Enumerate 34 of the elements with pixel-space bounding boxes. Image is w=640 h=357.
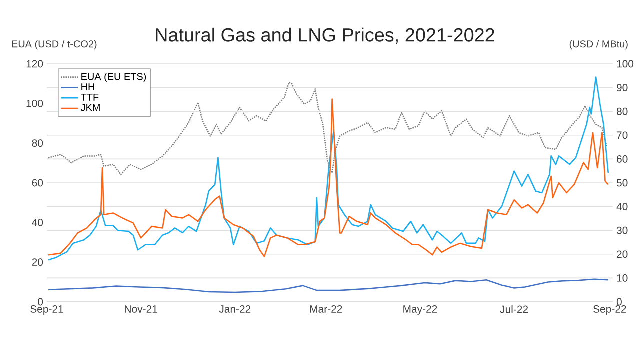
y2-tick-label: 90 — [617, 84, 628, 92]
y2-tick-label: 0 — [616, 298, 622, 306]
y-tick-label: 80 — [32, 140, 44, 148]
y-tick-label: 0 — [38, 298, 44, 306]
y2-tick-label: 70 — [617, 132, 628, 140]
y2-tick-label: 10 — [617, 274, 628, 282]
legend-label: JKM — [80, 104, 100, 112]
line-series — [48, 82, 608, 176]
chart-title: Natural Gas and LNG Prices, 2021-2022 — [156, 28, 494, 44]
y-tick-label: 120 — [26, 60, 44, 68]
y-tick-label: 20 — [32, 258, 44, 266]
y2-tick-label: 40 — [616, 203, 628, 211]
y-tick-label: 40 — [32, 218, 44, 226]
line-series — [48, 278, 610, 294]
y-axis-title: EUA (USD / t-CO2) — [12, 40, 97, 50]
y2-tick-label: 50 — [616, 179, 628, 187]
legend-label: EUA (EU ETS) — [82, 72, 146, 82]
y2-tick-label: 80 — [616, 108, 628, 116]
x-tick-label: Sep-22 — [594, 306, 626, 315]
x-tick-label: Nov-21 — [125, 306, 158, 313]
y-tick-label: 100 — [26, 100, 44, 108]
y2-tick-label: 30 — [616, 226, 628, 234]
y2-axis-title: (USD / MBtu) — [570, 40, 628, 50]
x-tick-label: Jan-22 — [219, 306, 251, 313]
y2-tick-label: 20 — [617, 250, 628, 258]
y2-tick-label: 60 — [617, 156, 628, 163]
legend-label: TTF — [81, 94, 99, 101]
x-tick-label: May-22 — [404, 306, 438, 315]
x-tick-label: Sep-21 — [30, 306, 64, 315]
x-tick-label: Mar-22 — [310, 306, 342, 313]
y-tick-label: 60 — [32, 179, 44, 187]
x-tick-label: Jul-22 — [500, 306, 528, 314]
y2-tick-label: 100 — [617, 60, 634, 68]
legend-label: HH — [82, 84, 94, 91]
